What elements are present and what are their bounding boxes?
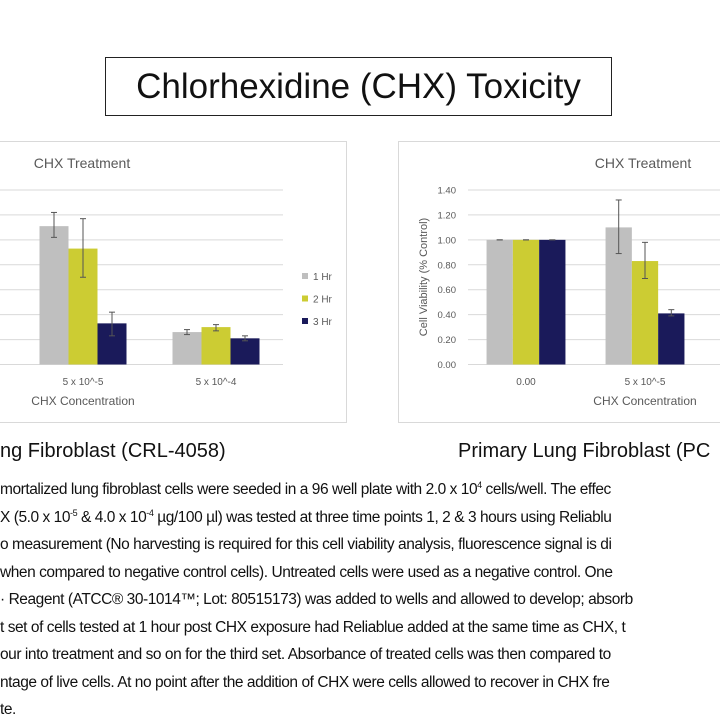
description-line: o measurement (No harvesting is required… [0,531,720,559]
right-chart-ylabel: Cell Viability (% Control) [418,218,430,336]
bar [658,313,685,365]
description-line: t set of cells tested at 1 hour post CHX… [0,614,720,642]
text-segment: when compared to negative control cells)… [0,563,613,581]
text-segment: mortalized lung fibroblast cells were se… [0,481,478,498]
y-tick-label: 0.20 [438,335,457,346]
x-tick-label: 0.00 [516,377,536,388]
x-tick-label: 5 x 10^-5 [63,377,104,388]
text-segment: our into treatment and so on for the thi… [0,646,611,663]
y-tick-label: 0.80 [438,260,457,271]
slide-title: Chlorhexidine (CHX) Toxicity [105,57,612,116]
legend-swatch [302,295,308,302]
description-line: · Reagent (ATCC® 30-1014™; Lot: 80515173… [0,586,720,614]
right-chart-title: CHX Treatment [595,155,692,171]
bar [539,239,566,365]
superscript: -5 [70,507,78,518]
bar [512,239,540,365]
bar [39,226,69,365]
x-tick-label: 5 x 10^-5 [625,377,666,388]
left-chart-title: CHX Treatment [34,155,131,171]
superscript: -4 [146,507,154,518]
text-segment: & 4.0 x 10 [77,508,147,526]
bar [486,239,513,365]
legend-swatch [302,318,308,324]
y-tick-label: 0.00 [438,360,457,371]
y-tick-label: 1.00 [438,235,457,246]
right-chart-caption: Primary Lung Fibroblast (PC [458,440,711,462]
legend-label: 1 Hr [313,272,333,283]
superscript: 4 [477,479,482,490]
text-segment: · Reagent (ATCC® 30-1014™; Lot: 80515173… [0,591,633,608]
left-chart-caption: ng Fibroblast (CRL-4058) [0,440,226,462]
x-tick-label: 5 x 10^-4 [196,377,237,388]
description-line: mortalized lung fibroblast cells were se… [0,476,720,504]
bar [172,332,202,365]
description-line: when compared to negative control cells)… [0,559,720,587]
description-line: te. [0,696,720,724]
text-segment: t set of cells tested at 1 hour post CHX… [0,618,626,636]
left-chart-xlabel: CHX Concentration [31,394,134,408]
description-line: ntage of live cells. At no point after t… [0,669,720,697]
description-text: mortalized lung fibroblast cells were se… [0,476,720,724]
y-tick-label: 0.40 [438,310,457,321]
text-segment: µg/100 µl) was tested at three time poin… [153,508,612,526]
y-tick-label: 0.60 [438,285,457,296]
text-segment: o measurement (No harvesting is required… [0,536,612,553]
bar [230,338,260,365]
legend-label: 2 Hr [313,295,333,306]
legend-label: 3 Hr [313,317,333,328]
bar [201,327,231,365]
description-line: our into treatment and so on for the thi… [0,641,720,669]
right-chart-xlabel: CHX Concentration [593,394,696,408]
legend-swatch [302,273,308,279]
description-line: X (5.0 x 10-5 & 4.0 x 10-4 µg/100 µl) wa… [0,504,720,532]
y-tick-label: 1.40 [438,186,457,197]
text-segment: cells/well. The effec [481,481,612,498]
text-segment: ntage of live cells. At no point after t… [0,673,610,691]
text-segment: te. [0,701,16,718]
y-tick-label: 1.20 [438,210,457,221]
text-segment: X (5.0 x 10 [0,508,71,526]
